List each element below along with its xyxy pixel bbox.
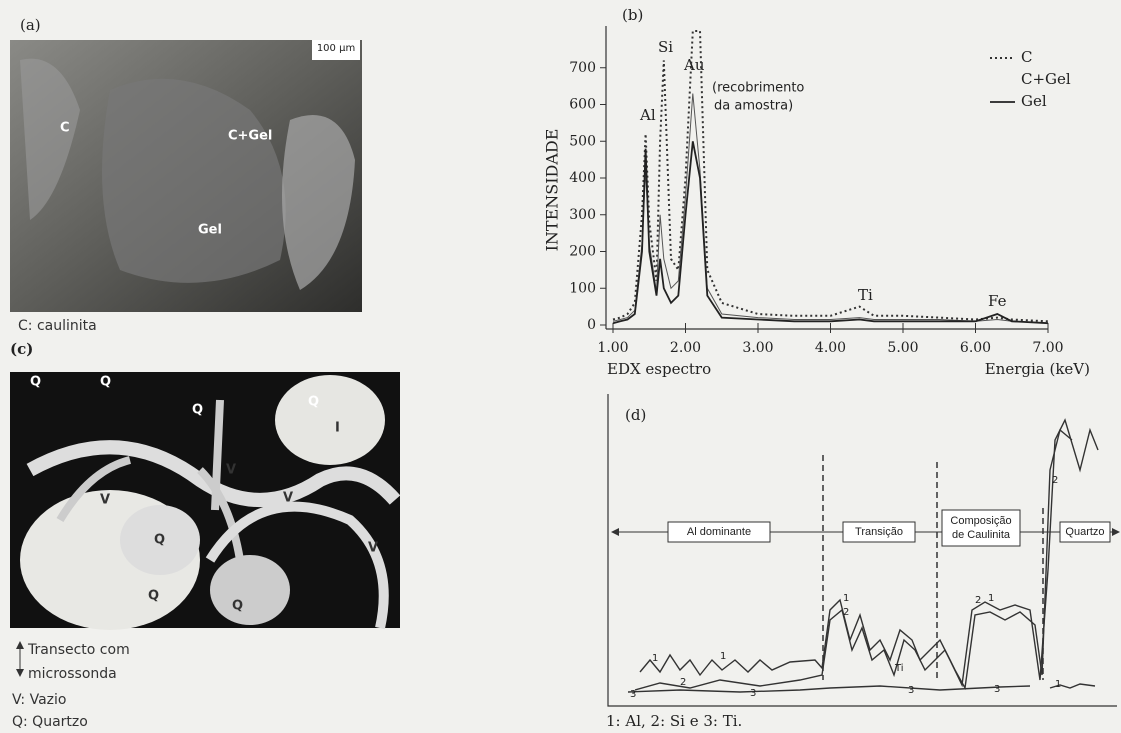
legend-label: C+Gel (1021, 70, 1071, 88)
photo-label: Q (100, 375, 111, 390)
caption: Q: Quartzo (12, 714, 88, 730)
photo-label: Gel (198, 223, 222, 238)
photo-label: V (100, 493, 110, 508)
x-tick-label: 7.00 (1032, 340, 1063, 356)
caption: C: caulinita (18, 318, 97, 334)
y-axis-label: INTENSIDADE (543, 129, 562, 252)
x-tick-label: 3.00 (742, 340, 773, 356)
panel-label: (b) (622, 6, 643, 24)
series-line (613, 141, 1048, 323)
trace-label: 2 (1052, 475, 1058, 486)
x-tick-label: 4.00 (815, 340, 846, 356)
x-axis-label: Energia (keV) (985, 360, 1090, 378)
x-tick-label: 6.00 (960, 340, 991, 356)
figure: (a) 100 µm C C+Gel Gel C: caulinita (c) … (0, 0, 1121, 733)
trace-label: 3 (994, 684, 1000, 695)
panel-label: (a) (20, 16, 41, 34)
trace-label: 1 (652, 653, 658, 664)
y-tick-label: 100 (569, 280, 596, 296)
x-tick-label: 2.00 (670, 340, 701, 356)
annotation: Ti (858, 286, 873, 304)
annotation: Fe (988, 292, 1007, 310)
y-tick-label: 200 (569, 244, 596, 260)
y-tick-label: 500 (569, 133, 596, 149)
photo-a (10, 40, 362, 312)
photo-label: Q (232, 599, 243, 614)
trace-label: 2 (843, 607, 849, 618)
zone-label: Quartzo (1065, 526, 1104, 538)
photo-label: C+Gel (228, 129, 272, 144)
spectrum-chart: (b) INTENSIDADE EDX espectro Energia (ke… (543, 6, 1091, 378)
photo-label: Q (192, 403, 203, 418)
trace-label: 2 (975, 595, 981, 606)
annotation: Si (658, 38, 673, 56)
trace-label: 1 (843, 593, 849, 604)
trace-label: 3 (630, 689, 636, 700)
y-tick-label: 0 (587, 317, 596, 333)
y-tick-label: 600 (569, 97, 596, 113)
caption: V: Vazio (12, 692, 66, 708)
trace-label: 3 (750, 688, 756, 699)
trace-label: Ti (894, 663, 904, 674)
caption: 1: Al, 2: Si e 3: Ti. (606, 712, 742, 730)
caption: Transecto com (27, 642, 130, 658)
zone-label: Composição (950, 515, 1011, 527)
scale-bar-label: 100 µm (317, 43, 355, 54)
zone-label: Al dominante (687, 526, 751, 538)
photo-label: V (226, 463, 236, 478)
panel-label: (d) (625, 406, 646, 424)
x-tick-label: 1.00 (597, 340, 628, 356)
photo-label: Q (154, 533, 165, 548)
trace-label: 1 (988, 593, 994, 604)
photo-label: C (60, 121, 70, 136)
annotation: Al (639, 106, 656, 124)
zone-label: de Caulinita (952, 529, 1011, 541)
legend-label: C (1021, 48, 1032, 66)
y-tick-label: 300 (569, 207, 596, 223)
trace-label: 1 (1055, 679, 1061, 690)
photo-label: Q (308, 395, 319, 410)
annotation: da amostra) (714, 99, 793, 114)
photo-label: V (283, 491, 293, 506)
photo-label: Q (30, 375, 41, 390)
annotation: (recobrimento (712, 81, 804, 96)
photo-c (10, 372, 400, 630)
trace-label: 1 (720, 651, 726, 662)
trace-label: 3 (908, 685, 914, 696)
photo-label: I (335, 421, 340, 436)
x-axis-label: EDX espectro (607, 360, 711, 378)
x-tick-label: 5.00 (887, 340, 918, 356)
zone-label: Transição (855, 526, 903, 538)
panel-label: (c) (10, 340, 33, 358)
y-tick-label: 700 (569, 60, 596, 76)
photo-label: Q (148, 589, 159, 604)
legend-label: Gel (1021, 92, 1047, 110)
panel-d: (d) Al dominante Transição Composição de… (606, 394, 1119, 730)
caption: microssonda (28, 666, 117, 682)
y-tick-label: 400 (569, 170, 596, 186)
trace-label: 2 (680, 677, 686, 688)
photo-label: V (368, 541, 378, 556)
